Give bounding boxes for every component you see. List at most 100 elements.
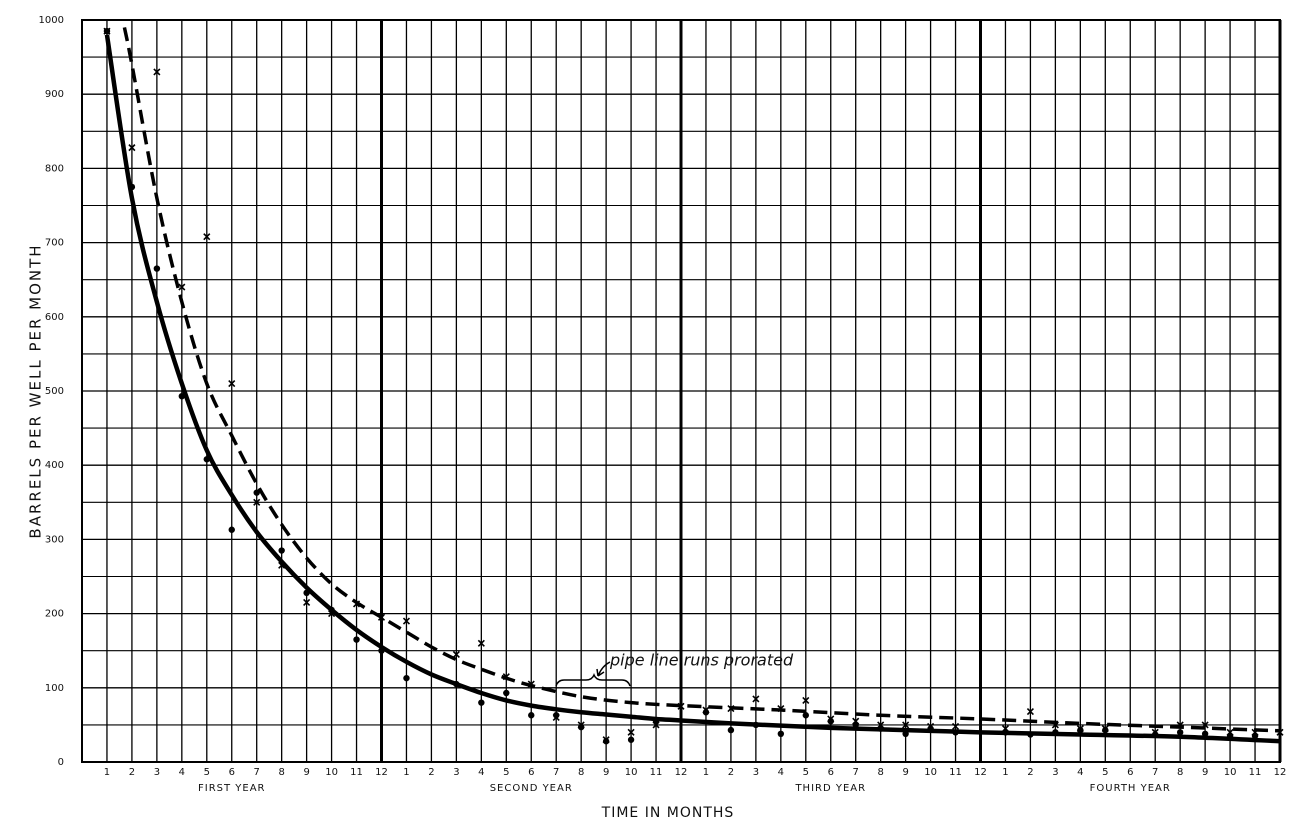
x-tick-label: 2 <box>129 767 135 778</box>
brace <box>555 672 631 687</box>
data-point <box>1001 725 1010 733</box>
data-point <box>253 489 260 496</box>
data-point <box>278 547 285 554</box>
data-point <box>402 617 411 625</box>
x-tick-label: 11 <box>949 767 962 778</box>
x-tick-label: 4 <box>478 767 484 778</box>
y-tick-label: 500 <box>45 386 64 397</box>
data-point <box>1201 730 1209 738</box>
data-point <box>253 498 261 506</box>
data-point <box>1176 729 1184 736</box>
x-tick-label: 12 <box>974 767 987 778</box>
data-point <box>552 713 560 722</box>
data-point <box>652 721 660 729</box>
data-point <box>902 721 910 729</box>
x-tick-label: 10 <box>625 767 638 778</box>
data-point <box>1077 726 1084 734</box>
y-tick-label: 300 <box>45 534 64 545</box>
data-point <box>927 722 935 730</box>
x-tick-label: 4 <box>179 767 185 778</box>
x-tick-label: 5 <box>803 767 809 778</box>
data-point <box>303 589 310 597</box>
data-point <box>203 456 210 463</box>
data-point <box>777 705 785 713</box>
year-label: FIRST YEAR <box>198 783 266 794</box>
data-point <box>1276 728 1284 736</box>
x-tick-label: 12 <box>375 767 388 778</box>
y-tick-label: 200 <box>45 609 64 620</box>
data-point <box>477 639 485 647</box>
data-point <box>303 598 311 607</box>
x-tick-label: 12 <box>675 767 688 778</box>
x-tick-label: 3 <box>1052 767 1058 778</box>
data-point <box>377 613 386 621</box>
data-point <box>1176 721 1184 729</box>
data-point <box>352 600 361 608</box>
x-tick-label: 7 <box>553 767 559 778</box>
x-tick-label: 9 <box>902 767 908 778</box>
data-point <box>153 68 161 76</box>
data-point <box>153 265 161 272</box>
data-point <box>478 699 485 706</box>
data-point <box>1027 731 1034 738</box>
data-point <box>1201 721 1209 729</box>
data-point <box>403 674 410 682</box>
x-tick-label: 6 <box>828 767 834 778</box>
data-point <box>727 705 735 713</box>
y-tick-label: 600 <box>45 312 64 323</box>
data-point <box>502 673 510 681</box>
x-tick-label: 5 <box>204 767 210 778</box>
x-tick-label: 4 <box>778 767 784 778</box>
annotation: pipe line runs prorated <box>609 651 794 670</box>
data-point <box>1102 726 1109 734</box>
x-tick-label: 1 <box>104 767 110 778</box>
year-label: THIRD YEAR <box>794 783 866 794</box>
x-tick-label: 7 <box>853 767 859 778</box>
y-tick-label: 700 <box>45 238 64 249</box>
x-tick-label: 7 <box>1152 767 1158 778</box>
data-point <box>128 144 136 152</box>
data-point <box>378 647 385 654</box>
x-tick-label: 2 <box>1027 767 1033 778</box>
x-tick-label: 8 <box>877 767 883 778</box>
data-point <box>627 736 635 743</box>
data-point <box>503 689 510 697</box>
data-point <box>278 561 286 569</box>
data-point <box>727 726 735 734</box>
year-label: FOURTH YEAR <box>1090 783 1171 794</box>
x-tick-label: 3 <box>453 767 459 778</box>
x-tick-label: 8 <box>1177 767 1183 778</box>
data-point <box>527 680 535 688</box>
x-tick-label: 2 <box>728 767 734 778</box>
data-point <box>178 283 186 291</box>
data-point <box>328 610 336 618</box>
data-point <box>602 738 610 745</box>
x-tick-label: 5 <box>1102 767 1108 778</box>
x-tick-label: 3 <box>154 767 160 778</box>
x-tick-label: 8 <box>278 767 284 778</box>
x-tick-label: 12 <box>1274 767 1287 778</box>
y-axis-label: BARRELS PER WELL PER MONTH <box>27 243 45 538</box>
data-point <box>777 730 785 738</box>
data-point <box>1076 725 1084 733</box>
plot-frame <box>81 19 1281 763</box>
y-tick-label: 400 <box>45 460 64 471</box>
data-point <box>902 730 909 738</box>
data-point <box>452 650 460 658</box>
x-tick-label: 8 <box>578 767 584 778</box>
data-point <box>752 721 760 729</box>
data-point <box>577 721 585 729</box>
y-tick-label: 900 <box>45 89 64 100</box>
x-tick-label: 6 <box>229 767 235 778</box>
data-point <box>1101 725 1109 733</box>
data-point <box>1026 707 1034 716</box>
data-point <box>128 183 136 191</box>
data-point <box>877 721 885 729</box>
data-point <box>752 695 760 703</box>
annotation-arrow <box>596 661 611 677</box>
y-tick-label: 800 <box>45 163 64 174</box>
data-point <box>802 696 810 704</box>
data-point <box>602 736 610 744</box>
